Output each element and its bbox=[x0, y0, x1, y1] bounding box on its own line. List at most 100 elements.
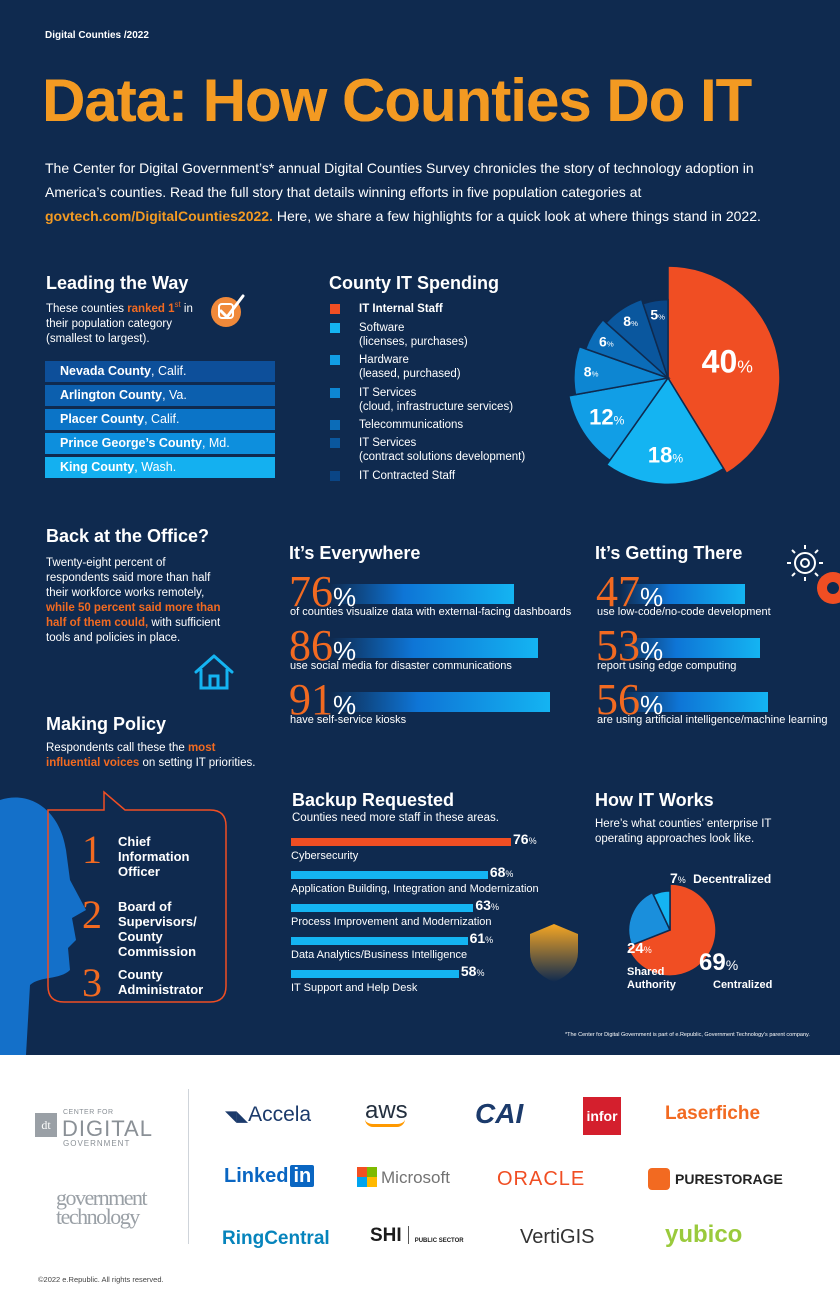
backup-bar-label: IT Support and Help Desk bbox=[291, 982, 418, 994]
policy-rank-label: Chief Information Officer bbox=[118, 834, 190, 879]
pie-label-value: 8 bbox=[623, 313, 631, 329]
county-state: , Md. bbox=[201, 436, 230, 450]
vertigis-logo: VertiGIS bbox=[520, 1226, 595, 1248]
backup-bar-label: Data Analytics/Business Intelligence bbox=[291, 949, 468, 961]
head-silhouette-icon bbox=[0, 790, 227, 1055]
pie-slice bbox=[652, 890, 671, 931]
county-state: , Va. bbox=[162, 388, 187, 402]
accela-logo: ◥◣Accela bbox=[225, 1103, 311, 1127]
govtech-logo-line1: government bbox=[56, 1185, 148, 1210]
policy-text: Respondents call these the most influent… bbox=[46, 741, 256, 771]
shi-text: SHI bbox=[370, 1225, 402, 1246]
decentralized-label-group: 7% Decentralized bbox=[670, 870, 771, 886]
legend-label: IT Internal Staff bbox=[359, 303, 443, 315]
pie-label-value: 40 bbox=[702, 343, 738, 379]
stat-bar bbox=[330, 692, 551, 712]
shared-value: 24 bbox=[627, 940, 644, 957]
stat-pct: % bbox=[640, 636, 664, 666]
shared-label: Shared Authority bbox=[627, 966, 676, 991]
leading-heading: Leading the Way bbox=[46, 273, 189, 293]
pie-slice bbox=[605, 298, 670, 381]
legend-text: Telecommunications bbox=[332, 418, 463, 432]
policy-heading: Making Policy bbox=[46, 714, 167, 734]
accela-mark-icon: ◥◣ bbox=[225, 1108, 249, 1125]
county-row: Nevada County, Calif. bbox=[45, 361, 275, 382]
backup-value-pct: % bbox=[476, 968, 485, 978]
backup-bar-value: 61% bbox=[470, 930, 494, 946]
stat-pct: % bbox=[640, 690, 664, 720]
legend-swatch bbox=[330, 323, 340, 333]
pie-label-value: 18 bbox=[648, 442, 672, 467]
pie-label-value: 12 bbox=[589, 405, 613, 430]
office-text: Twenty-eight percent of respondents said… bbox=[46, 556, 221, 646]
decentralized-pct: % bbox=[677, 875, 686, 885]
county-name: Prince George’s County bbox=[60, 436, 202, 450]
legend-label: IT Services bbox=[359, 387, 417, 399]
pie-data-label: 8% bbox=[584, 364, 599, 380]
govtech-logo-line2: technology bbox=[56, 1204, 140, 1229]
pie-data-label: 8% bbox=[623, 313, 638, 329]
backup-bar-label: Process Improvement and Modernization bbox=[291, 916, 492, 928]
pie-data-label: 5% bbox=[650, 306, 665, 322]
backup-value-pct: % bbox=[528, 836, 537, 846]
legend-text: IT Internal Staff bbox=[332, 302, 443, 316]
legend-text: IT Contracted Staff bbox=[332, 469, 455, 483]
backup-value-number: 76 bbox=[513, 831, 529, 847]
govtech-link[interactable]: govtech.com/DigitalCounties2022. bbox=[45, 208, 273, 224]
cdg-logo-bot: GOVERNMENT bbox=[63, 1139, 131, 1148]
stat-pct: % bbox=[333, 582, 357, 612]
backup-bar bbox=[291, 970, 459, 978]
decentralized-value: 7 bbox=[670, 870, 678, 886]
county-row: Placer County, Calif. bbox=[45, 409, 275, 430]
sponsor-section: dt CENTER FOR DIGITAL GOVERNMENT governm… bbox=[0, 1055, 840, 1298]
stat-value: 47% bbox=[596, 570, 663, 617]
cai-logo: CAI bbox=[475, 1098, 524, 1129]
stat-caption: use social media for disaster communicat… bbox=[290, 660, 512, 672]
pie-label-pct: % bbox=[592, 370, 599, 379]
linkedin-in-icon: in bbox=[290, 1165, 315, 1187]
pie-slice bbox=[626, 883, 717, 977]
yubico-logo: yubico bbox=[665, 1221, 743, 1248]
stat-bar bbox=[330, 584, 514, 604]
legend-swatch bbox=[330, 471, 340, 481]
backup-value-number: 63 bbox=[475, 897, 491, 913]
pie-slice bbox=[667, 265, 781, 475]
stat-bar bbox=[330, 638, 539, 658]
pie-slice bbox=[627, 891, 672, 947]
backup-bar-value: 68% bbox=[490, 864, 514, 880]
spending-heading: County IT Spending bbox=[329, 273, 499, 293]
backup-bar bbox=[291, 871, 488, 879]
stat-number: 86 bbox=[289, 621, 333, 670]
stat-value: 86% bbox=[289, 624, 356, 671]
stat-bar bbox=[620, 692, 769, 712]
intro-paragraph: The Center for Digital Government’s* ann… bbox=[45, 156, 815, 228]
stat-caption: of counties visualize data with external… bbox=[290, 606, 572, 618]
backup-value-number: 58 bbox=[460, 963, 477, 979]
backup-value-number: 61 bbox=[469, 930, 486, 946]
legend-text: Software (licenses, purchases) bbox=[332, 321, 468, 349]
leading-description: These counties ranked 1st in their popul… bbox=[46, 297, 216, 347]
page-title: Data: How Counties Do IT bbox=[42, 67, 752, 134]
legend-sublabel: (leased, purchased) bbox=[359, 368, 461, 380]
pie-data-label: 6% bbox=[599, 333, 614, 349]
pie-slice bbox=[642, 298, 669, 379]
policy-text-b: most influential voices bbox=[46, 742, 216, 769]
office-text-a: Twenty-eight percent of respondents said… bbox=[46, 557, 211, 599]
office-text-c: with sufficient tools and policies in pl… bbox=[46, 617, 221, 644]
county-row: Arlington County, Va. bbox=[45, 385, 275, 406]
pie-slice bbox=[605, 376, 725, 486]
legend-swatch bbox=[330, 304, 340, 314]
legend-item: Software (licenses, purchases) bbox=[330, 321, 468, 349]
pie-label-value: 6 bbox=[599, 333, 607, 349]
infor-logo: infor bbox=[583, 1097, 621, 1135]
legend-label: Telecommunications bbox=[359, 419, 464, 431]
county-state: , Wash. bbox=[134, 460, 177, 474]
stat-number: 76 bbox=[289, 567, 333, 616]
stat-value: 76% bbox=[289, 570, 357, 617]
legend-item: IT Services (cloud, infrastructure servic… bbox=[330, 386, 513, 414]
stat-value: 56% bbox=[596, 678, 664, 725]
backup-value-pct: % bbox=[505, 869, 514, 879]
microsoft-logo: Microsoft bbox=[357, 1167, 450, 1188]
legend-sublabel: (contract solutions development) bbox=[359, 451, 526, 463]
kicker: Digital Counties /2022 bbox=[45, 30, 149, 41]
